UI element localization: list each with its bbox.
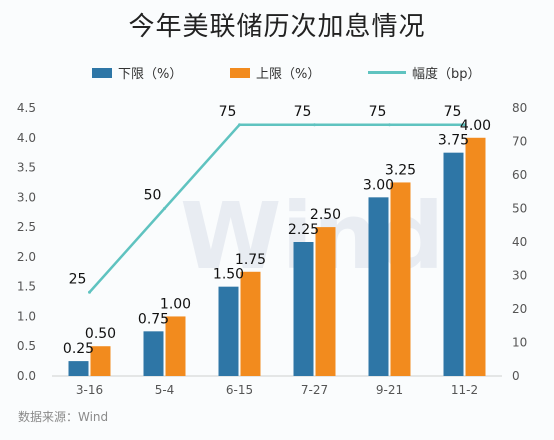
data-label-lower: 2.25	[288, 222, 319, 238]
legend-line-change	[368, 71, 406, 74]
bar-lower	[218, 286, 239, 376]
data-label-change: 50	[144, 188, 162, 204]
line-point	[88, 290, 91, 294]
data-label-change: 75	[219, 104, 237, 120]
left-tick-label: 1.5	[17, 280, 36, 294]
x-tick-label: 9-21	[376, 383, 403, 397]
legend-label-lower: 下限（%）	[118, 67, 183, 82]
data-label-lower: 1.50	[213, 267, 244, 283]
right-tick-label: 30	[512, 269, 527, 283]
left-tick-label: 4.5	[17, 101, 36, 115]
left-tick-label: 2.5	[17, 220, 36, 234]
bar-lower	[368, 197, 389, 376]
bar-upper	[240, 271, 261, 376]
data-label-upper: 2.50	[310, 207, 341, 223]
bar-upper	[315, 227, 336, 376]
data-label-upper: 3.25	[385, 162, 416, 178]
data-label-lower: 3.75	[438, 133, 469, 149]
legend-label-upper: 上限（%）	[256, 67, 321, 82]
right-tick-label: 10	[512, 336, 527, 350]
data-label-upper: 1.75	[235, 252, 266, 268]
x-tick-label: 5-4	[155, 383, 175, 397]
bar-upper	[90, 346, 111, 376]
right-tick-label: 70	[512, 135, 527, 149]
bar-lower	[68, 361, 89, 376]
right-tick-label: 60	[512, 168, 527, 182]
line-point	[313, 123, 316, 127]
left-axis: 0.0 0.5 1.0 1.5 2.0 2.5 3.0 3.5 4.0 4.5	[17, 101, 36, 383]
data-label-lower: 0.25	[63, 341, 94, 357]
x-axis: 3-16 5-4 6-15 7-27 9-21 11-2	[76, 383, 478, 397]
line-series-change	[88, 123, 465, 294]
legend-swatch-lower	[92, 67, 112, 78]
line-series-group	[88, 123, 466, 294]
chart-legend: 下限（%） 上限（%） 幅度（bp）	[0, 63, 554, 82]
data-label-change: 25	[69, 271, 87, 287]
right-tick-label: 20	[512, 302, 527, 316]
x-tick-label: 3-16	[76, 383, 103, 397]
data-label-change: 75	[369, 104, 387, 120]
line-point	[388, 123, 391, 127]
line-point	[463, 123, 466, 127]
bar-upper	[165, 316, 186, 376]
bar-lower	[293, 242, 314, 376]
source-note: 数据来源：Wind	[18, 410, 109, 424]
right-tick-label: 0	[512, 369, 520, 383]
left-tick-label: 1.0	[17, 309, 36, 323]
legend-item-change: 幅度（bp）	[368, 63, 481, 82]
data-label-upper: 1.00	[160, 296, 191, 312]
chart-title: 今年美联储历次加息情况	[128, 12, 426, 42]
left-tick-label: 4.0	[17, 131, 36, 145]
bar-upper	[465, 137, 486, 376]
data-label-upper: 4.00	[460, 118, 491, 134]
data-label-lower: 3.00	[363, 177, 394, 193]
bar-lower	[143, 331, 164, 376]
bar-upper	[390, 182, 411, 376]
left-tick-label: 0.0	[17, 369, 36, 383]
line-point	[238, 123, 241, 127]
data-label-lower: 0.75	[138, 311, 169, 327]
x-tick-label: 7-27	[301, 383, 328, 397]
right-axis: 0 10 20 30 40 50 60 70 80	[512, 101, 527, 383]
right-tick-label: 80	[512, 101, 527, 115]
x-tick-label: 11-2	[451, 383, 478, 397]
right-tick-label: 40	[512, 235, 527, 249]
legend-item-upper: 上限（%）	[230, 63, 320, 82]
data-label-change: 75	[444, 104, 462, 120]
data-labels-group: 0.250.50 0.751.00 1.501.75 2.252.50 3.003.25…	[63, 104, 491, 357]
left-tick-label: 3.5	[17, 161, 36, 175]
bars-group	[68, 137, 486, 376]
x-tick-label: 6-15	[226, 383, 253, 397]
right-tick-label: 50	[512, 202, 527, 216]
left-tick-label: 0.5	[17, 339, 36, 353]
data-label-upper: 0.50	[85, 326, 116, 342]
legend-swatch-upper	[230, 67, 250, 78]
legend-item-lower: 下限（%）	[92, 63, 182, 82]
data-label-change: 75	[294, 104, 312, 120]
legend-label-change: 幅度（bp）	[412, 67, 481, 82]
bar-lower	[443, 152, 464, 376]
left-tick-label: 2.0	[17, 250, 36, 264]
left-tick-label: 3.0	[17, 190, 36, 204]
line-point	[163, 207, 166, 210]
